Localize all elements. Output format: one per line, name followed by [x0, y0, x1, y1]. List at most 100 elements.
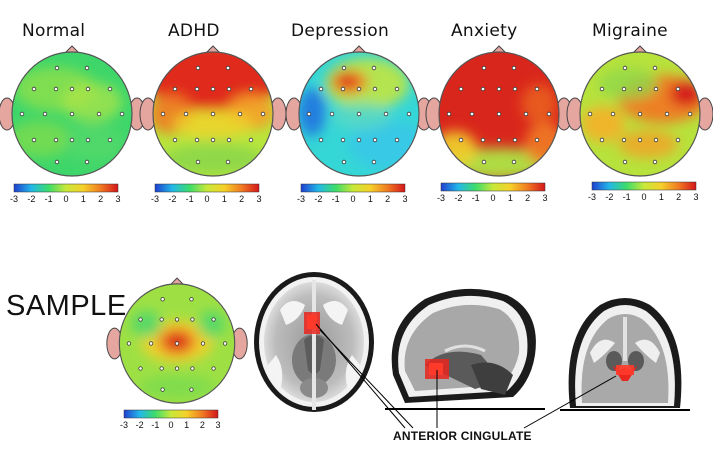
electrode-marker — [383, 111, 389, 117]
electrode-marker — [481, 65, 487, 71]
activity-region — [299, 88, 326, 136]
scale-tick-label: -2 — [27, 194, 36, 204]
electrode-marker — [190, 317, 195, 322]
scale-tick-label: -1 — [622, 192, 631, 202]
electrode-marker — [318, 86, 324, 92]
head-outline — [152, 51, 274, 177]
electrode-marker — [512, 137, 518, 143]
scale-tick-label: -2 — [168, 194, 177, 204]
electrode-marker — [138, 317, 143, 322]
head-outline — [579, 51, 701, 177]
electrode-marker — [225, 159, 231, 165]
electrode-marker — [446, 111, 452, 117]
scale-tick-label: 3 — [115, 194, 121, 204]
map-label-depression: Depression — [291, 21, 390, 41]
scale-tick-label: 0 — [641, 192, 647, 202]
electrode-marker — [356, 111, 362, 117]
scale-tick-label: -1 — [44, 194, 53, 204]
electrode-marker — [637, 86, 643, 92]
electrode-marker — [210, 111, 216, 117]
head-outline — [118, 283, 236, 404]
activity-region — [338, 75, 356, 87]
electrode-marker — [356, 86, 362, 92]
scale-tick-label: -1 — [151, 420, 160, 430]
electrode-marker — [194, 86, 200, 92]
electrode-marker — [210, 137, 216, 143]
electrode-marker — [622, 159, 628, 165]
electrode-marker — [96, 111, 102, 117]
electrode-marker — [69, 111, 75, 117]
color-scale-adhd — [154, 183, 260, 193]
scale-tick-label: 0 — [168, 420, 174, 430]
electrode-marker — [480, 86, 486, 92]
electrode-marker — [341, 159, 347, 165]
electrode-marker — [174, 317, 180, 322]
activity-region — [12, 121, 72, 157]
electrode-marker — [53, 86, 59, 92]
electrode-marker — [126, 341, 132, 346]
electrode-marker — [511, 159, 517, 165]
electrode-marker — [107, 137, 113, 143]
scale-tick-label: 2 — [98, 194, 104, 204]
color-scale-anxiety — [440, 182, 546, 192]
scale-tick-label: 3 — [215, 420, 221, 430]
electrode-marker — [394, 86, 400, 92]
electrode-marker — [54, 159, 60, 165]
scale-tick-label: 0 — [350, 194, 356, 204]
electrode-marker — [481, 159, 487, 165]
scale-tick-label: 3 — [402, 194, 408, 204]
electrode-marker — [599, 86, 605, 92]
map-label-migraine: Migraine — [592, 21, 668, 41]
activity-region — [598, 68, 658, 100]
color-scale-sample — [123, 409, 219, 419]
map-label-adhd: ADHD — [168, 21, 220, 41]
electrode-marker — [31, 137, 37, 143]
scale-tick-label: -3 — [119, 420, 129, 430]
electrode-marker — [687, 111, 693, 117]
anterior-cingulate-label: ANTERIOR CINGULATE — [393, 429, 532, 443]
activity-region — [138, 375, 216, 399]
scale-tick-label: 2 — [199, 420, 205, 430]
electrode-marker — [406, 111, 412, 117]
electrode-marker — [159, 317, 164, 322]
electrode-marker — [174, 341, 180, 346]
mri-sagittal-slice — [385, 288, 545, 410]
scale-tick-label: 3 — [542, 193, 548, 203]
electrode-marker — [160, 111, 166, 117]
electrode-marker — [195, 65, 201, 71]
electrode-marker — [222, 341, 228, 346]
electrode-marker — [31, 86, 37, 92]
electrode-marker — [84, 159, 90, 165]
electrode-marker — [84, 65, 90, 71]
electrode-marker — [621, 137, 627, 143]
scale-tick-label: 0 — [63, 194, 69, 204]
electrode-marker — [610, 111, 616, 117]
electrode-marker — [496, 86, 502, 92]
electrode-marker — [210, 86, 216, 92]
electrode-marker — [512, 86, 518, 92]
electrode-marker — [174, 366, 180, 371]
electrode-marker — [622, 65, 628, 71]
scale-tick-label: -1 — [471, 193, 480, 203]
scale-tick-label: -2 — [314, 194, 323, 204]
activity-region — [332, 102, 392, 130]
activity-region — [163, 143, 263, 175]
activity-region — [65, 126, 125, 162]
electrode-marker — [599, 137, 605, 143]
scale-tick-label: 1 — [221, 194, 227, 204]
scale-tick-label: 2 — [239, 194, 245, 204]
electrode-marker — [664, 111, 670, 117]
scale-tick-label: 2 — [676, 192, 682, 202]
color-scale-bar — [13, 183, 119, 193]
electrode-marker — [69, 137, 75, 143]
head-outline — [438, 51, 560, 177]
scale-tick-label: -3 — [587, 192, 597, 202]
activity-region — [198, 310, 226, 338]
electrode-marker — [138, 366, 143, 371]
electrode-marker — [260, 111, 266, 117]
scale-tick-label: -3 — [9, 194, 19, 204]
electrode-marker — [306, 111, 312, 117]
map-label-normal: Normal — [22, 21, 86, 41]
electrode-marker — [172, 86, 178, 92]
color-scale-bar — [154, 183, 260, 193]
